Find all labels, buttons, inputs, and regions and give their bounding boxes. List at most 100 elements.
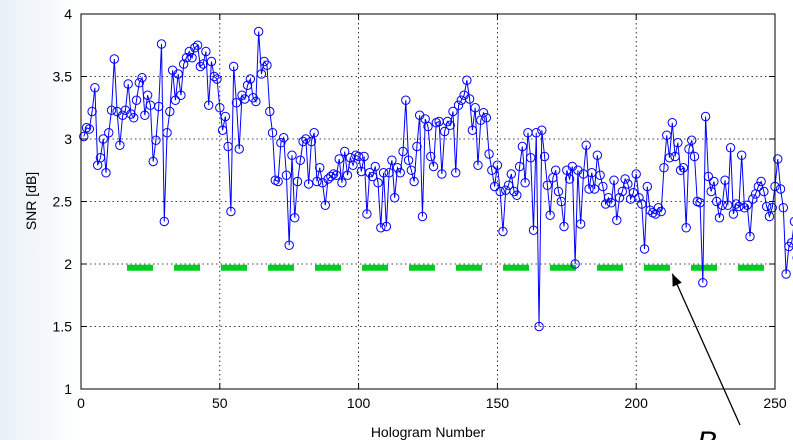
data-point <box>395 168 405 178</box>
data-point <box>90 83 100 93</box>
data-point <box>614 193 625 203</box>
data-point <box>748 194 758 204</box>
data-point <box>773 154 783 164</box>
grid <box>81 14 775 389</box>
data-point <box>370 161 380 172</box>
data-point <box>528 225 539 235</box>
data-point <box>273 176 283 187</box>
data-point <box>95 153 106 163</box>
data-point <box>714 213 725 223</box>
data-point <box>206 56 217 67</box>
data-point <box>470 103 480 113</box>
data-point <box>745 231 755 242</box>
y-tick-label: 4 <box>64 6 72 22</box>
data-point <box>587 168 597 178</box>
data-point <box>320 200 330 210</box>
data-point <box>265 106 275 117</box>
x-tick-label: 250 <box>763 395 787 411</box>
data-point <box>634 193 644 203</box>
data-point <box>659 163 669 173</box>
data-point <box>312 176 322 187</box>
data-point <box>362 209 372 219</box>
annotation-arrowhead <box>672 273 682 287</box>
data-point <box>301 134 311 144</box>
data-point <box>340 146 350 157</box>
data-point <box>242 80 253 90</box>
data-point <box>462 75 472 85</box>
data-point <box>392 163 403 173</box>
ticks <box>80 13 776 390</box>
data-point <box>706 186 716 197</box>
data-point <box>353 151 364 162</box>
data-point <box>678 163 689 173</box>
data-point <box>228 61 239 72</box>
data-point <box>292 176 303 187</box>
data-point <box>376 223 386 233</box>
data-point <box>439 126 450 137</box>
data-point <box>87 106 97 117</box>
data-point <box>564 174 575 184</box>
data-point <box>426 151 436 162</box>
data-point <box>759 186 769 197</box>
data-point <box>398 146 408 157</box>
data-point <box>315 163 325 173</box>
data-point <box>623 179 633 189</box>
data-point <box>192 40 203 50</box>
y-tick-label: 2 <box>64 256 72 272</box>
data-point <box>201 46 211 57</box>
y-tick-label: 3.5 <box>53 69 73 85</box>
data-point <box>631 169 641 179</box>
data-point <box>467 125 478 135</box>
data-point <box>695 198 705 208</box>
data-point <box>545 210 555 220</box>
data-point <box>448 106 458 117</box>
data-point <box>428 161 439 172</box>
data-point <box>256 69 267 79</box>
data-point <box>387 155 397 165</box>
data-point <box>342 170 353 180</box>
data-point <box>212 74 222 84</box>
data-point <box>589 184 600 194</box>
data-point <box>217 125 228 135</box>
data-point <box>79 131 89 142</box>
data-point <box>453 100 464 110</box>
data-point <box>667 118 677 128</box>
data-point <box>731 199 741 209</box>
data-point <box>700 111 711 122</box>
data-point <box>303 179 314 189</box>
data-point <box>739 203 750 213</box>
data-point <box>492 160 503 170</box>
data-point <box>220 111 231 122</box>
data-point <box>276 138 286 148</box>
data-point <box>359 151 369 162</box>
data-point <box>181 53 192 63</box>
data-point <box>84 124 95 134</box>
data-point <box>720 175 730 185</box>
data-point <box>756 176 766 187</box>
data-point <box>506 169 516 179</box>
data-point <box>717 200 727 210</box>
data-point <box>503 180 514 190</box>
data-point <box>753 181 764 192</box>
data-point <box>775 184 786 194</box>
data-point <box>617 186 628 197</box>
data-point <box>348 160 358 170</box>
data-point <box>551 165 561 175</box>
data-point <box>628 188 639 198</box>
data-point <box>764 211 775 222</box>
data-point <box>423 121 433 132</box>
data-point <box>761 201 772 212</box>
data-point <box>600 199 611 209</box>
data-point <box>539 151 550 162</box>
data-point <box>131 95 142 105</box>
data-point <box>123 79 133 89</box>
data-point <box>481 113 491 123</box>
data-point <box>487 165 497 175</box>
data-point <box>520 178 530 188</box>
data-point <box>789 217 793 226</box>
data-point <box>531 128 541 138</box>
data-point <box>215 103 225 113</box>
data-point <box>650 209 661 219</box>
data-point <box>281 170 292 180</box>
